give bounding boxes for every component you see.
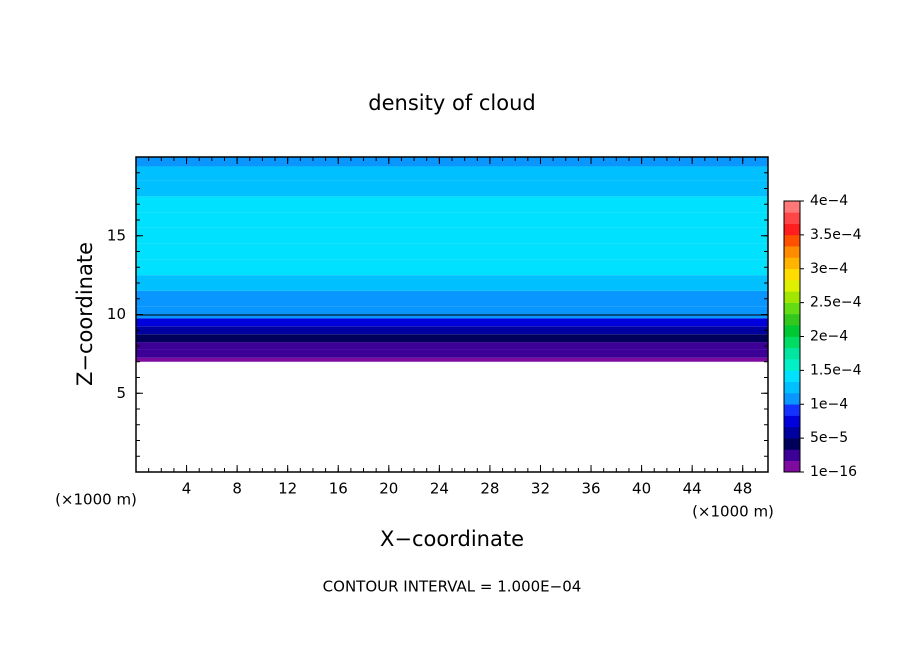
contour-band — [136, 243, 768, 260]
colorbar-swatch — [784, 201, 800, 213]
colorbar-swatch — [784, 302, 800, 315]
colorbar-swatch — [784, 280, 800, 292]
colorbar-swatch — [784, 246, 800, 258]
colorbar-swatch — [784, 359, 800, 371]
colorbar-swatch — [784, 392, 800, 405]
contour-band — [136, 306, 768, 319]
x-tick-label: 20 — [379, 480, 398, 498]
colorbar-swatch — [784, 404, 800, 416]
contour-band — [136, 180, 768, 197]
contour-band — [136, 349, 768, 358]
colorbar-swatch — [784, 212, 800, 224]
x-tick-label: 28 — [480, 480, 499, 498]
y-tick-label: 15 — [107, 226, 126, 244]
contour-band — [136, 227, 768, 244]
contour-band — [136, 357, 768, 362]
colorbar-tick-label: 5e−5 — [810, 430, 848, 446]
y-tick-label: 5 — [116, 384, 126, 402]
x-unit-label: (×1000 m) — [692, 503, 774, 521]
colorbar-swatch — [784, 325, 800, 337]
x-tick-label: 44 — [683, 480, 702, 498]
colorbar-swatch — [784, 415, 800, 428]
contour-band — [136, 334, 768, 343]
y-tick-label: 10 — [107, 305, 126, 323]
colorbar-swatch — [784, 291, 800, 303]
colorbar-swatch — [784, 370, 800, 382]
colorbar-swatch — [784, 234, 800, 247]
colorbar-swatch — [784, 438, 800, 450]
x-tick-label: 40 — [632, 480, 651, 498]
x-tick-label: 32 — [531, 480, 550, 498]
contour-band — [136, 196, 768, 213]
colorbar-tick-label: 2e−4 — [810, 329, 848, 345]
colorbar-tick-label: 1e−4 — [810, 396, 848, 412]
colorbar-tick-label: 2.5e−4 — [810, 295, 862, 311]
colorbar-swatch — [784, 257, 800, 270]
colorbar-tick-label: 3.5e−4 — [810, 227, 862, 243]
contour-band — [136, 326, 768, 335]
colorbar-swatch — [784, 460, 800, 473]
x-tick-label: 8 — [232, 480, 242, 498]
colorbar-tick-label: 1e−16 — [810, 464, 857, 480]
colorbar-swatch — [784, 313, 800, 326]
contour-band — [136, 259, 768, 276]
contour-band — [136, 157, 768, 167]
contour-band — [136, 275, 768, 291]
colorbar-swatch — [784, 268, 800, 281]
x-tick-label: 16 — [329, 480, 348, 498]
contour-band — [136, 166, 768, 181]
contour-band — [136, 318, 768, 327]
colorbar-swatch — [784, 381, 800, 394]
x-unit-label: (×1000 m) — [55, 491, 137, 509]
contour-band — [136, 342, 768, 350]
colorbar-swatch — [784, 426, 800, 439]
colorbar-swatch — [784, 449, 800, 462]
x-tick-label: 4 — [182, 480, 192, 498]
colorbar-tick-label: 1.5e−4 — [810, 362, 862, 378]
chart-title: density of cloud — [368, 91, 535, 115]
y-axis-label: Z−coordinate — [73, 242, 97, 386]
x-tick-label: 48 — [733, 480, 752, 498]
colorbar-swatch — [784, 223, 800, 236]
x-tick-label: 12 — [278, 480, 297, 498]
colorbar-swatch — [784, 336, 800, 349]
contour-band — [136, 212, 768, 228]
contour-note: CONTOUR INTERVAL = 1.000E−04 — [323, 578, 582, 596]
colorbar-tick-label: 3e−4 — [810, 261, 848, 277]
x-tick-label: 24 — [430, 480, 449, 498]
colorbar-swatch — [784, 347, 800, 360]
x-tick-label: 36 — [581, 480, 600, 498]
colorbar-tick-label: 4e−4 — [810, 193, 848, 209]
x-axis-label: X−coordinate — [380, 527, 524, 551]
contour-band — [136, 290, 768, 307]
